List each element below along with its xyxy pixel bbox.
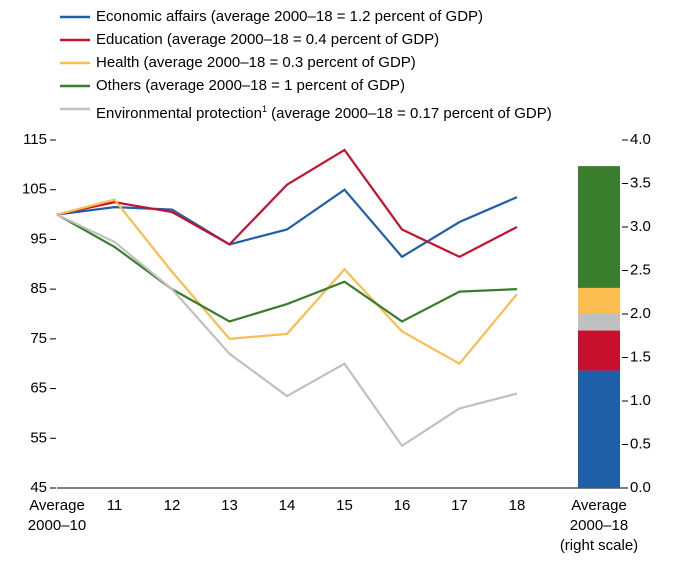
legend-average: (average 2000–18 = 1 percent of GDP) xyxy=(145,77,405,94)
x-tick-label: 13 xyxy=(221,497,238,514)
legend-average: (average 2000–18 = 0.4 percent of GDP) xyxy=(166,31,440,48)
legend-entry: Others (average 2000–18 = 1 percent of G… xyxy=(96,76,405,96)
bar-segment xyxy=(578,287,620,314)
legend-name: Education xyxy=(96,31,163,48)
y2-tick-label: 2.0 xyxy=(630,305,651,322)
bar-segment xyxy=(578,330,620,371)
y-tick-label: 95 xyxy=(30,230,47,247)
y-tick-label: 65 xyxy=(30,380,47,397)
series-line xyxy=(56,148,518,259)
legend-entry: Economic affairs (average 2000–18 = 1.2 … xyxy=(96,7,483,27)
x-tick-label: 14 xyxy=(278,497,296,514)
x-tick-label: 11 xyxy=(106,497,123,514)
x-tick-label: Average 2000–10 xyxy=(27,497,87,534)
y2-tick-label: 4.0 xyxy=(630,131,651,148)
legend-name: Others xyxy=(96,77,142,94)
y2-tick-label: 1.5 xyxy=(630,348,651,365)
legend-name: Economic affairs xyxy=(96,8,207,25)
legend-average: (average 2000–18 = 0.3 percent of GDP) xyxy=(143,54,416,71)
y-tick-label: 55 xyxy=(30,429,47,446)
y2-tick-label: 0.5 xyxy=(630,435,651,452)
y-tick-label: 115 xyxy=(23,131,47,148)
x-tick-label: 16 xyxy=(393,497,411,514)
note-mark: 1 xyxy=(261,104,267,114)
legend-entry: Education (average 2000–18 = 0.4 percent… xyxy=(96,30,439,50)
series-line xyxy=(56,213,518,448)
y-tick-label: 85 xyxy=(30,280,47,297)
legend-name: Health xyxy=(96,54,140,71)
x-tick-label: 15 xyxy=(336,497,353,514)
y-tick-label: 75 xyxy=(30,330,47,347)
legend-name: Environmental protection xyxy=(96,105,262,122)
x-tick-label: 17 xyxy=(451,497,468,514)
legend-average: (average 2000–18 = 0.17 percent of GDP) xyxy=(271,105,552,122)
bar-category-label: Average 2000–18 (right scale) xyxy=(559,497,639,554)
series-line xyxy=(56,198,518,366)
y2-tick-label: 0.0 xyxy=(630,479,651,496)
y2-tick-label: 3.5 xyxy=(630,174,651,191)
bar-segment xyxy=(578,314,620,331)
x-tick-label: 12 xyxy=(163,497,181,514)
bar-segment xyxy=(578,166,620,288)
x-tick-label: 18 xyxy=(508,497,526,514)
y2-tick-label: 2.5 xyxy=(630,261,651,278)
series-line xyxy=(56,188,518,259)
legend-average: (average 2000–18 = 1.2 percent of GDP) xyxy=(210,8,484,25)
legend-entry: Environmental protection1 (average 2000–… xyxy=(96,99,552,124)
y-tick-label: 105 xyxy=(22,181,47,198)
y-tick-label: 45 xyxy=(30,479,47,496)
y2-tick-label: 3.0 xyxy=(630,218,651,235)
y2-tick-label: 1.0 xyxy=(630,392,651,409)
bar-segment xyxy=(578,370,620,488)
series-line xyxy=(56,213,518,323)
legend-entry: Health (average 2000–18 = 0.3 percent of… xyxy=(96,53,416,73)
